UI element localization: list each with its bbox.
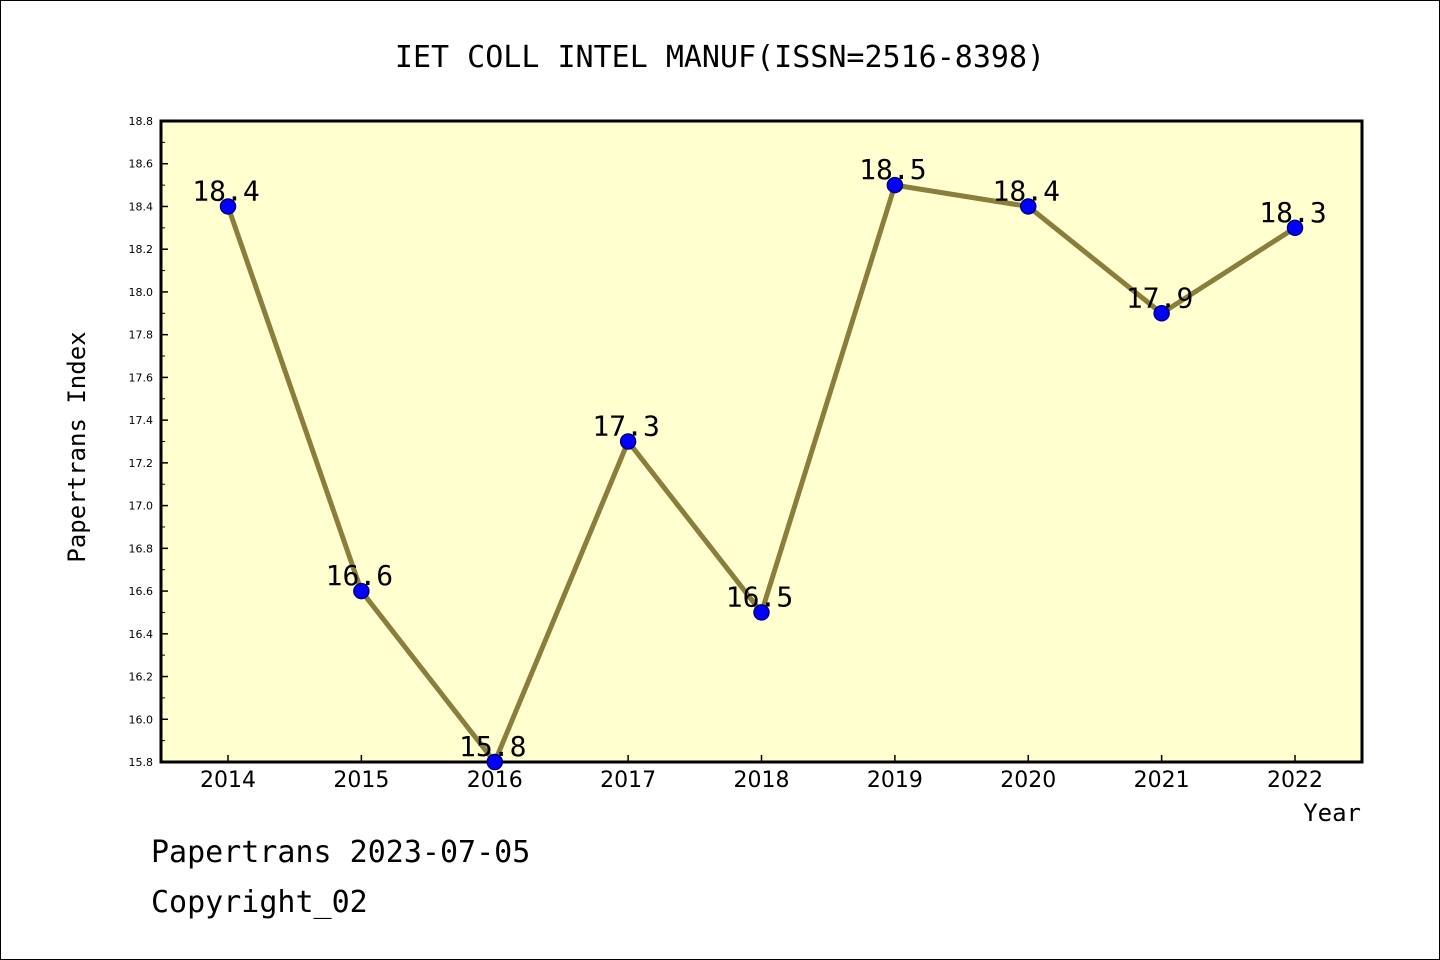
x-tick-label: 2019 [867, 768, 923, 793]
x-axis: 2014 2015 2016 2017 2018 2019 2020 2021 2022 [200, 755, 1323, 793]
x-tick-label: 2016 [467, 768, 523, 793]
x-tick-label: 2018 [734, 768, 790, 793]
footer-copyright: Copyright_02 [151, 885, 368, 920]
data-label: 17.9 [1126, 281, 1193, 314]
data-point [486, 753, 503, 771]
chart-title: IET COLL INTEL MANUF(ISSN=2516-8398) [395, 40, 1045, 75]
data-point [753, 604, 770, 621]
data-label: 16.5 [726, 580, 793, 613]
y-tick-label: 18.8 [129, 115, 154, 128]
data-labels: 18.4 16.6 15.8 17.3 16.5 18.5 18.4 17.9 18.3 [192, 153, 1326, 763]
data-label: 18.5 [859, 153, 926, 186]
y-tick-label: 16.0 [129, 713, 154, 726]
y-tick-label: 18.2 [129, 243, 154, 256]
x-tick-label: 2014 [200, 768, 256, 793]
data-label: 15.8 [459, 730, 526, 763]
y-axis-label: Papertrans Index [63, 331, 91, 562]
x-tick-label: 2015 [333, 768, 389, 793]
y-tick-label: 17.0 [129, 500, 154, 513]
y-tick-label: 16.4 [129, 628, 154, 641]
y-tick-label: 17.8 [129, 329, 154, 342]
data-point [1153, 305, 1170, 322]
x-axis-label: Year [1303, 799, 1361, 827]
x-tick-label: 2021 [1134, 768, 1190, 793]
x-tick-label: 2020 [1000, 768, 1056, 793]
data-point [219, 198, 237, 215]
x-tick-label: 2022 [1267, 768, 1323, 793]
y-tick-label: 16.6 [129, 585, 154, 598]
y-tick-label: 17.4 [129, 414, 154, 427]
footer-date: Papertrans 2023-07-05 [151, 835, 531, 870]
data-point [1286, 219, 1304, 237]
data-label: 17.3 [592, 410, 659, 443]
data-point [353, 582, 370, 600]
y-axis: 15.8 16.0 16.2 16.4 16.6 16.8 17.0 17.2 17.4 17.6… [129, 115, 168, 769]
y-tick-label: 17.2 [129, 457, 154, 470]
data-label: 18.4 [192, 174, 259, 207]
y-tick-label: 18.4 [129, 200, 154, 213]
plot-area [159, 119, 1364, 764]
y-tick-label: 18.0 [129, 286, 154, 299]
y-tick-label: 16.8 [129, 542, 154, 555]
data-point [1020, 198, 1037, 215]
data-label: 18.3 [1259, 196, 1326, 229]
y-tick-label: 18.6 [129, 158, 154, 171]
y-tick-label: 15.8 [129, 756, 154, 769]
data-point [886, 176, 904, 194]
data-label: 18.4 [993, 174, 1060, 207]
x-tick-label: 2017 [600, 768, 656, 793]
y-tick-label: 17.6 [129, 371, 154, 384]
y-tick-label: 16.2 [129, 671, 154, 684]
data-point [619, 433, 637, 450]
data-label: 16.6 [326, 559, 393, 592]
series-markers [219, 176, 1304, 771]
